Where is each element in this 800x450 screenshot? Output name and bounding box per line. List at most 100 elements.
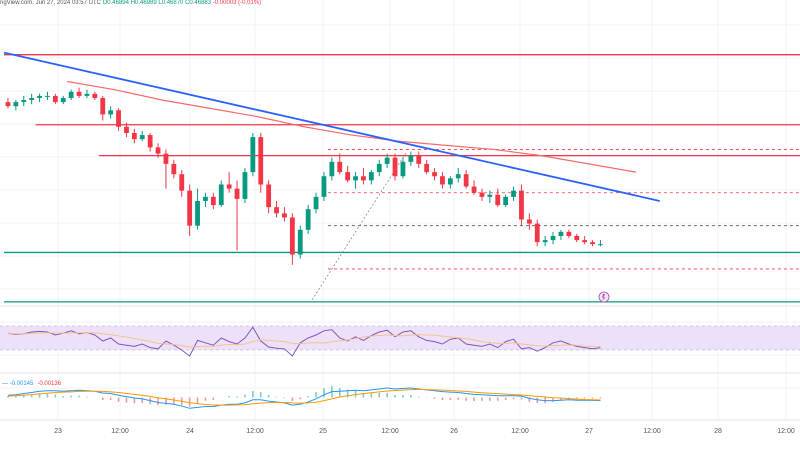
candle-body [368,172,374,181]
candle-body [471,186,477,193]
candle-body [171,163,177,175]
candle-body [424,163,430,173]
candle-body [266,184,272,208]
candle [13,100,19,111]
ma-line [67,80,637,173]
candle-body [447,178,453,185]
candle [289,213,295,265]
candle [368,170,374,185]
candle [519,184,524,226]
candle [574,233,580,243]
candle [440,172,445,189]
candle-body [582,240,588,243]
candle-body [598,244,603,246]
event-marker[interactable] [598,291,610,303]
candle-body [274,207,279,214]
candle-body [289,217,295,255]
candle [432,168,437,181]
measure-line [311,151,408,301]
candle-body [13,102,19,107]
candle [542,235,548,247]
macd-value-1: — -0.00145 [2,381,34,387]
candle-body [519,190,524,220]
candle [447,176,453,189]
candle [92,91,98,101]
candle [400,157,406,179]
x-axis: 23 12:00 24 12:00 25 12:00 26 12:00 27 12:00 28 12:… [0,419,800,435]
candle [258,132,264,193]
candle-body [337,161,343,173]
candle [210,192,216,210]
candle [582,235,588,245]
candle-body [242,172,248,199]
candle-body [163,153,169,164]
candle [234,180,240,251]
candle-body [384,157,390,164]
x-tick-label: 25 [319,428,327,435]
candle [590,240,595,247]
open-value: O0.46894 [102,0,129,6]
event-marker-icon[interactable] [598,291,610,303]
candle-body [511,190,516,197]
candle [511,186,516,201]
trendline [3,51,660,202]
candle-body [139,135,145,140]
candle [361,168,366,185]
candle-body [68,91,74,98]
candle [274,200,279,218]
candle-body [60,97,66,103]
candles [5,87,603,265]
candle [139,130,145,142]
candle [100,95,106,121]
source-label: ngView.com, Jun 27, 2024 03:57 UTC [0,0,101,6]
candle [408,151,414,166]
x-tick-label: 24 [186,428,194,435]
candle-body [297,229,303,255]
candle-body [52,95,58,103]
candle [305,205,311,234]
candle [424,159,430,175]
high-value: H0.46989 [130,0,157,6]
candle-body [76,91,82,96]
candle [52,93,58,105]
candle-body [124,126,129,133]
candle-body [305,209,311,230]
candle-body [534,223,540,243]
candle-body [440,176,445,185]
candle-body [84,93,90,96]
candle [297,225,303,259]
candle [155,143,161,158]
x-tick-label: 28 [714,428,722,435]
candle [266,180,272,214]
candle [45,91,50,101]
candle [455,168,461,183]
candle-body [195,200,200,226]
candle [353,172,358,189]
candle [116,108,121,131]
candle-body [392,157,398,177]
candle-body [550,235,556,241]
candle [550,231,556,245]
candle [558,229,564,241]
candle [218,180,224,208]
candle-body [416,155,422,164]
candle [250,132,256,177]
x-tick-label: 12:00 [643,428,661,435]
candle-body [108,110,114,115]
candle [526,213,532,230]
candle-body [408,155,414,162]
candle [203,192,208,208]
candle-body [432,172,437,177]
candle-body [455,174,461,179]
candle-body [574,235,580,241]
candle [131,128,137,144]
candle-body [361,176,366,181]
trendline-line [3,51,660,202]
candle [384,153,390,168]
x-tick-label: 12:00 [111,428,129,435]
x-tick-label: 12:00 [246,428,264,435]
candle-body [187,190,193,226]
candle [566,229,572,239]
candle [68,89,74,101]
moving-average [67,80,637,173]
